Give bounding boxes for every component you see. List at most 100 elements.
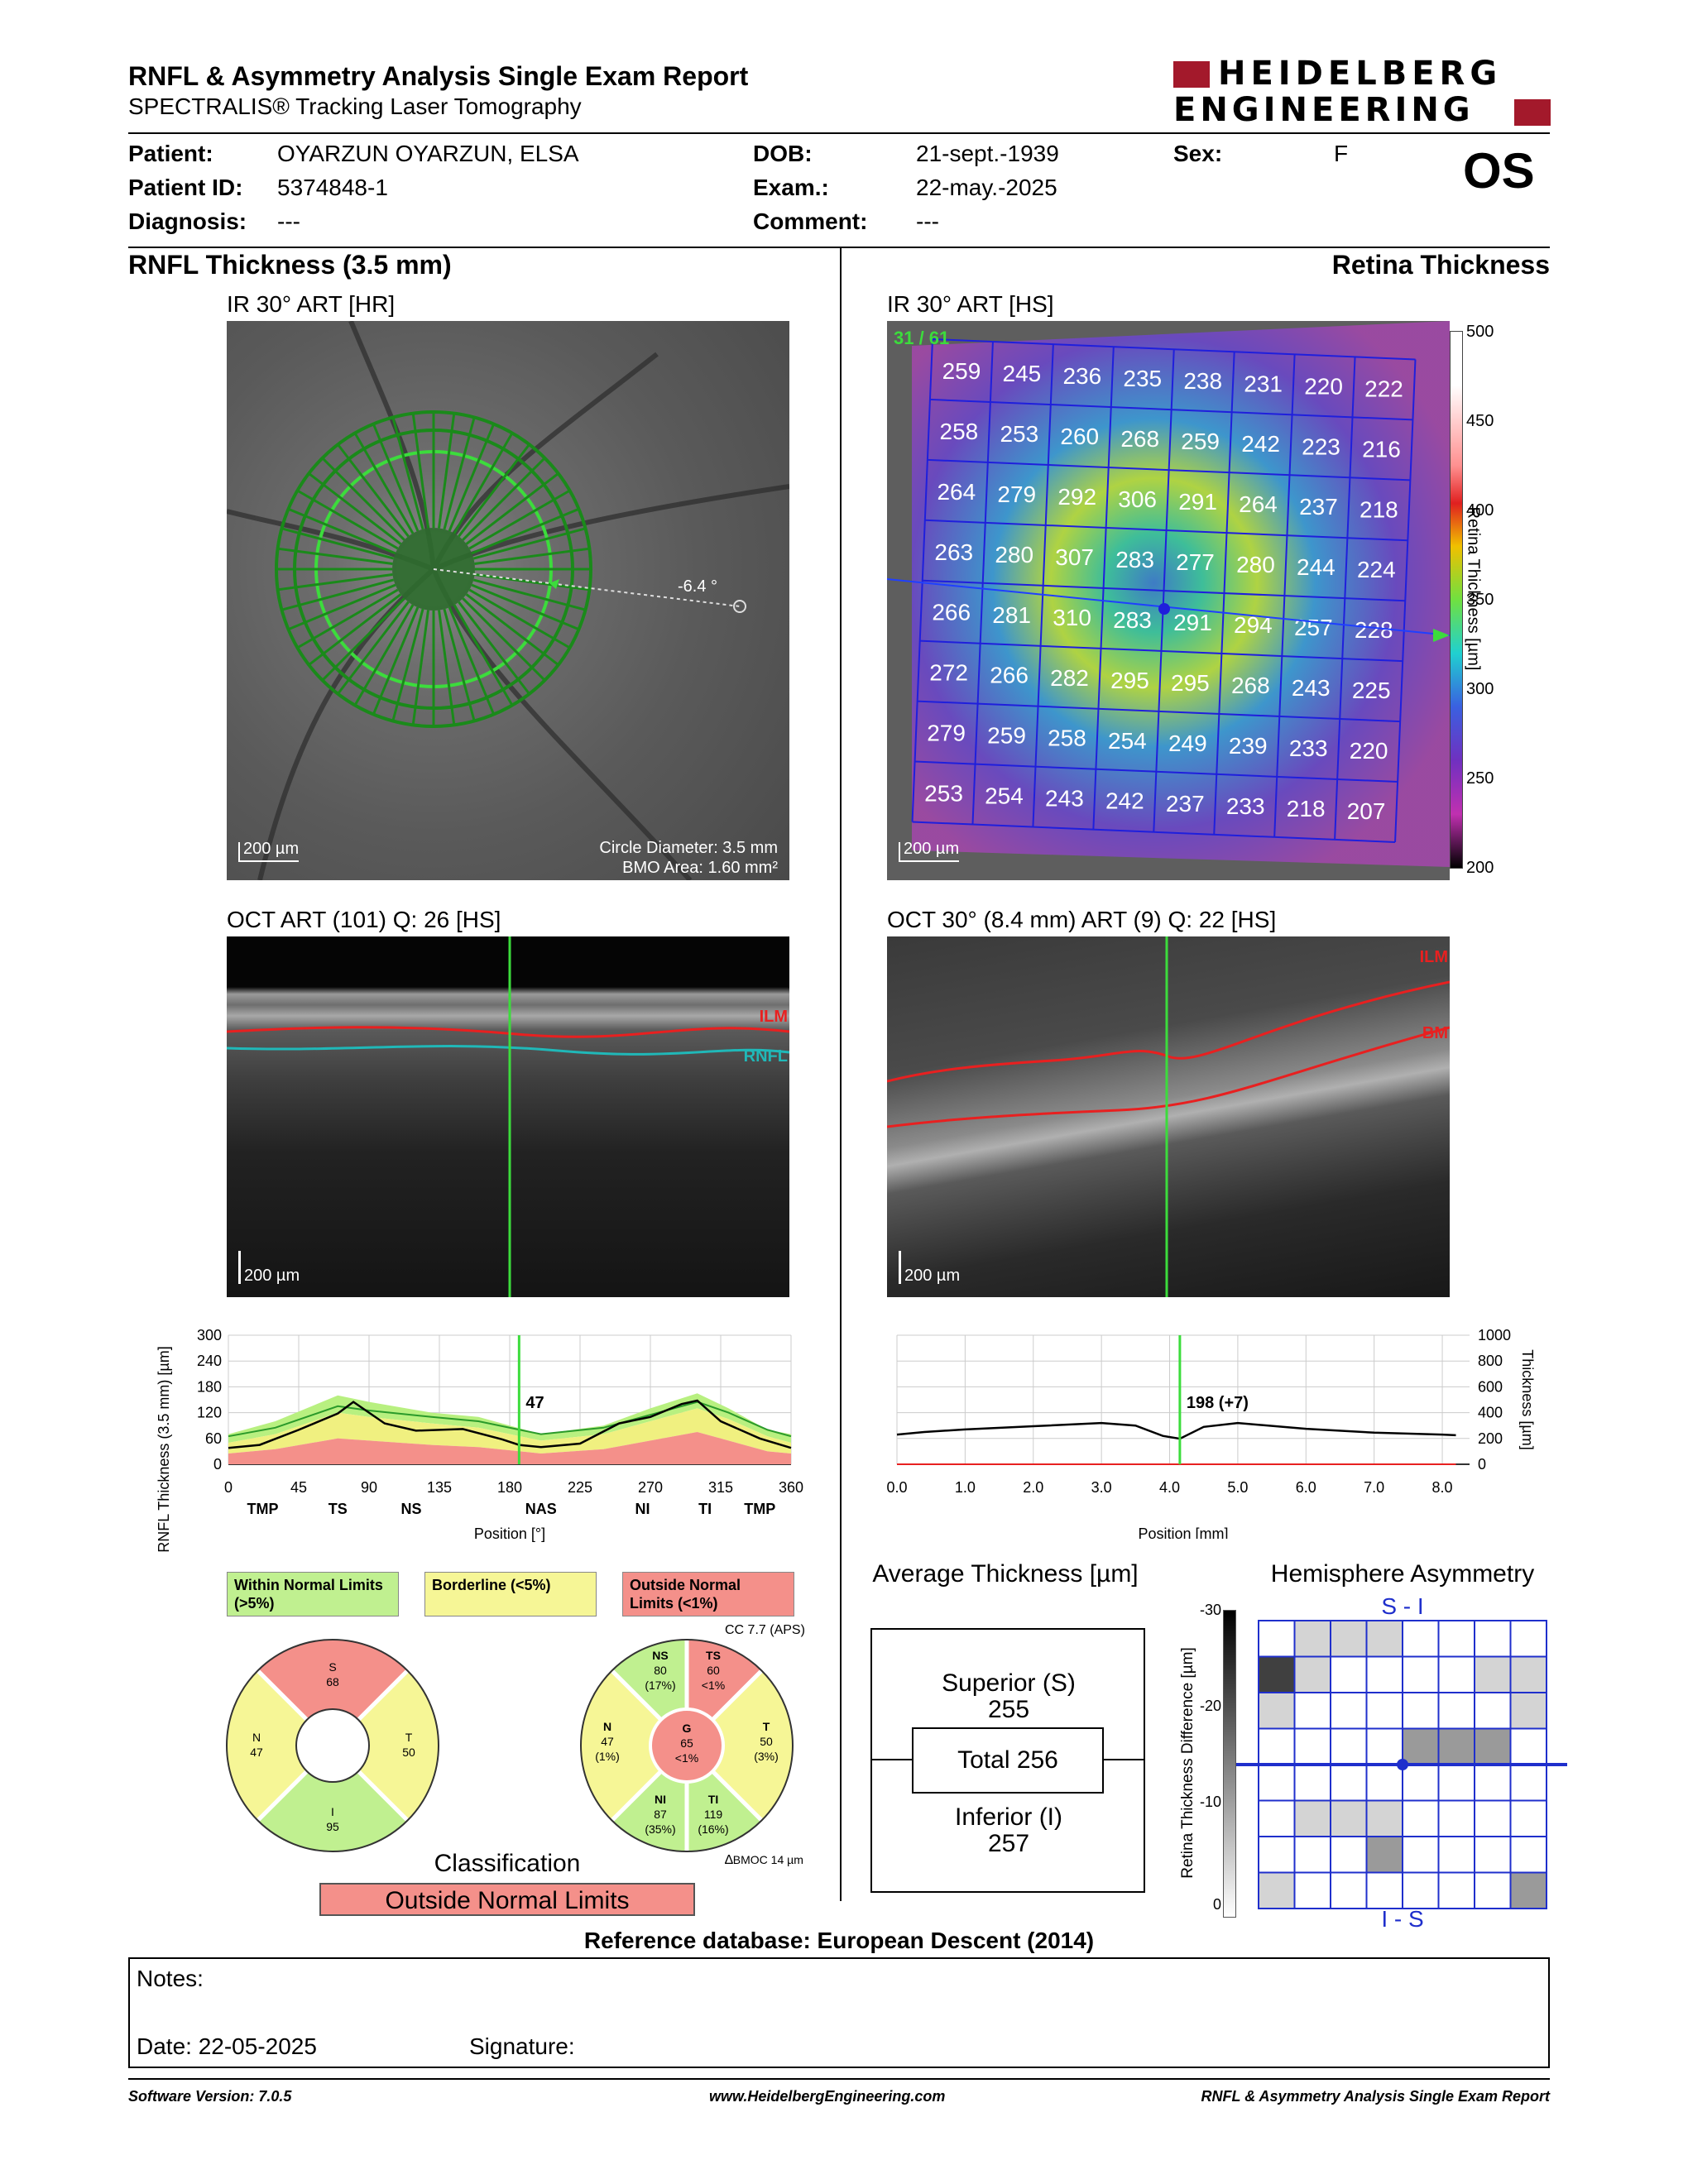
hemisphere-cell	[1293, 1764, 1331, 1802]
colorbar-tick: 400	[1466, 501, 1494, 520]
sector4-s-value: 68	[326, 1675, 339, 1688]
hemisphere-cell	[1258, 1764, 1296, 1802]
oct-left-scalebar: 200 µm	[238, 1251, 300, 1285]
grid-cell-value: 260	[1060, 424, 1099, 449]
colorbar-tick: 200	[1466, 859, 1494, 877]
grid-cell-value: 243	[1045, 786, 1084, 812]
bmoc-label: ∆BMOC 14 µm	[725, 1853, 803, 1867]
hemisphere-cell	[1365, 1799, 1403, 1837]
grid-line	[1334, 357, 1356, 840]
logo-line1: HEIDELBERG	[1218, 55, 1503, 93]
grid-cell-value: 220	[1304, 373, 1343, 399]
hemisphere-cell	[1330, 1727, 1368, 1765]
hemisphere-tick: -20	[1199, 1698, 1221, 1714]
sector-label: TI	[698, 1501, 712, 1517]
onh-spoke	[321, 457, 405, 541]
grid-cell-value: 266	[990, 663, 1029, 688]
grid-cell-value: 266	[932, 600, 971, 625]
onh-spoke	[372, 606, 420, 716]
hemisphere-cell	[1474, 1692, 1512, 1730]
colorbar-tick: 250	[1466, 769, 1494, 788]
grid-cell-value: 291	[1173, 610, 1212, 635]
legend-borderline: Borderline (<5%)	[424, 1572, 597, 1616]
onh-spoke	[308, 472, 402, 545]
hemisphere-cell	[1258, 1871, 1296, 1909]
sector4-i-value: 95	[326, 1820, 339, 1833]
sector6-g-pct: <1%	[675, 1751, 698, 1765]
date-label: Date: 22-05-2025	[137, 2033, 317, 2059]
grid-cell-value: 263	[934, 539, 973, 565]
onh-spoke	[472, 527, 586, 560]
y-tick-label: 600	[1478, 1378, 1503, 1395]
oct-right-bm: BM	[1422, 1024, 1448, 1042]
patient-id: 5374848-1	[277, 175, 388, 200]
grid-cell-value: 268	[1120, 426, 1159, 452]
hemisphere-cell	[1437, 1727, 1475, 1765]
footer-website[interactable]: www.HeidelbergEngineering.com	[709, 2088, 946, 2105]
oct-left-ilm: ILM	[759, 1008, 788, 1026]
hemisphere-cell	[1330, 1620, 1368, 1658]
reference-database: Reference database: European Descent (20…	[583, 1928, 1095, 1953]
signature-label: Signature:	[469, 2033, 575, 2059]
y-tick-label: 240	[197, 1353, 222, 1369]
sector4-i: I	[331, 1805, 334, 1818]
onh-spoke	[462, 597, 546, 682]
circle-diameter: Circle Diameter: 3.5 mm	[599, 839, 778, 857]
onh-spoke	[443, 417, 476, 530]
onh-spoke	[308, 593, 402, 666]
sector6-n-value: 47	[601, 1735, 614, 1748]
superior-value: 255	[987, 1696, 1030, 1723]
sector6-g-value: 65	[680, 1736, 693, 1750]
hemisphere-cell	[1330, 1655, 1368, 1693]
bmo-area: BMO Area: 1.60 mm²	[622, 859, 778, 877]
hemisphere-cell	[1330, 1692, 1368, 1730]
y-axis-label: Thickness [µm]	[1519, 1349, 1536, 1449]
band-normal	[228, 1393, 791, 1443]
x-tick-label: 90	[361, 1479, 377, 1496]
x-axis-label: Position [°]	[474, 1525, 545, 1542]
hemisphere-grid	[1258, 1620, 1547, 1909]
comment-label: Comment:	[753, 208, 868, 234]
sector6-ts-pct: <1%	[702, 1679, 725, 1692]
dob-value: 21-sept.-1939	[916, 141, 1059, 166]
grid-cell-value: 306	[1118, 486, 1157, 512]
hemisphere-cell	[1365, 1727, 1403, 1765]
sector6-n-pct: (1%)	[595, 1750, 620, 1763]
patient-id-label: Patient ID:	[128, 175, 243, 200]
hemisphere-fovea-dot	[1397, 1759, 1408, 1770]
y-tick-label: 800	[1478, 1353, 1503, 1369]
onh-spoke	[296, 588, 399, 649]
hemisphere-cell	[1509, 1836, 1547, 1874]
hemisphere-tick: -30	[1199, 1602, 1221, 1618]
grid-cell-value: 253	[924, 781, 963, 807]
hemisphere-cell	[1293, 1871, 1331, 1909]
thickness-colorbar	[1450, 331, 1463, 869]
avg-thickness-box: Superior (S) 255 Total 256 Inferior (I) …	[870, 1628, 1145, 1893]
superior-label: Superior (S)	[942, 1669, 1076, 1697]
diagnosis-value: ---	[277, 208, 300, 234]
x-tick-label: 6.0	[1296, 1479, 1316, 1496]
hemisphere-cell	[1402, 1620, 1440, 1658]
hemisphere-cell	[1293, 1655, 1331, 1693]
grid-cell-value: 291	[1178, 489, 1217, 515]
onh-spoke	[468, 588, 571, 649]
patient-name: OYARZUN OYARZUN, ELSA	[277, 141, 579, 166]
sector6-t-pct: (3%)	[754, 1750, 779, 1763]
grid-cell-value: 307	[1055, 544, 1094, 570]
x-tick-label: 180	[497, 1479, 522, 1496]
onh-spoke	[277, 547, 393, 565]
hemisphere-cell	[1293, 1692, 1331, 1730]
ir-left-label: IR 30° ART [HR]	[227, 291, 396, 317]
sector6-t-value: 50	[760, 1735, 773, 1748]
colorbar-label: Retina Thickness [µm]	[1464, 506, 1483, 671]
oct-right-image: ILM BM 200 µm	[887, 936, 1450, 1297]
hemisphere-title: Hemisphere Asymmetry	[1270, 1560, 1535, 1588]
onh-spoke	[453, 432, 514, 534]
onh-spoke	[391, 417, 424, 530]
sector-label: TMP	[744, 1501, 775, 1517]
grid-cell-value: 233	[1289, 735, 1328, 761]
hemisphere-cell	[1437, 1799, 1475, 1837]
comment-value: ---	[916, 208, 939, 234]
grid-cell-value: 282	[1050, 665, 1089, 691]
x-tick-label: 4.0	[1159, 1479, 1180, 1496]
